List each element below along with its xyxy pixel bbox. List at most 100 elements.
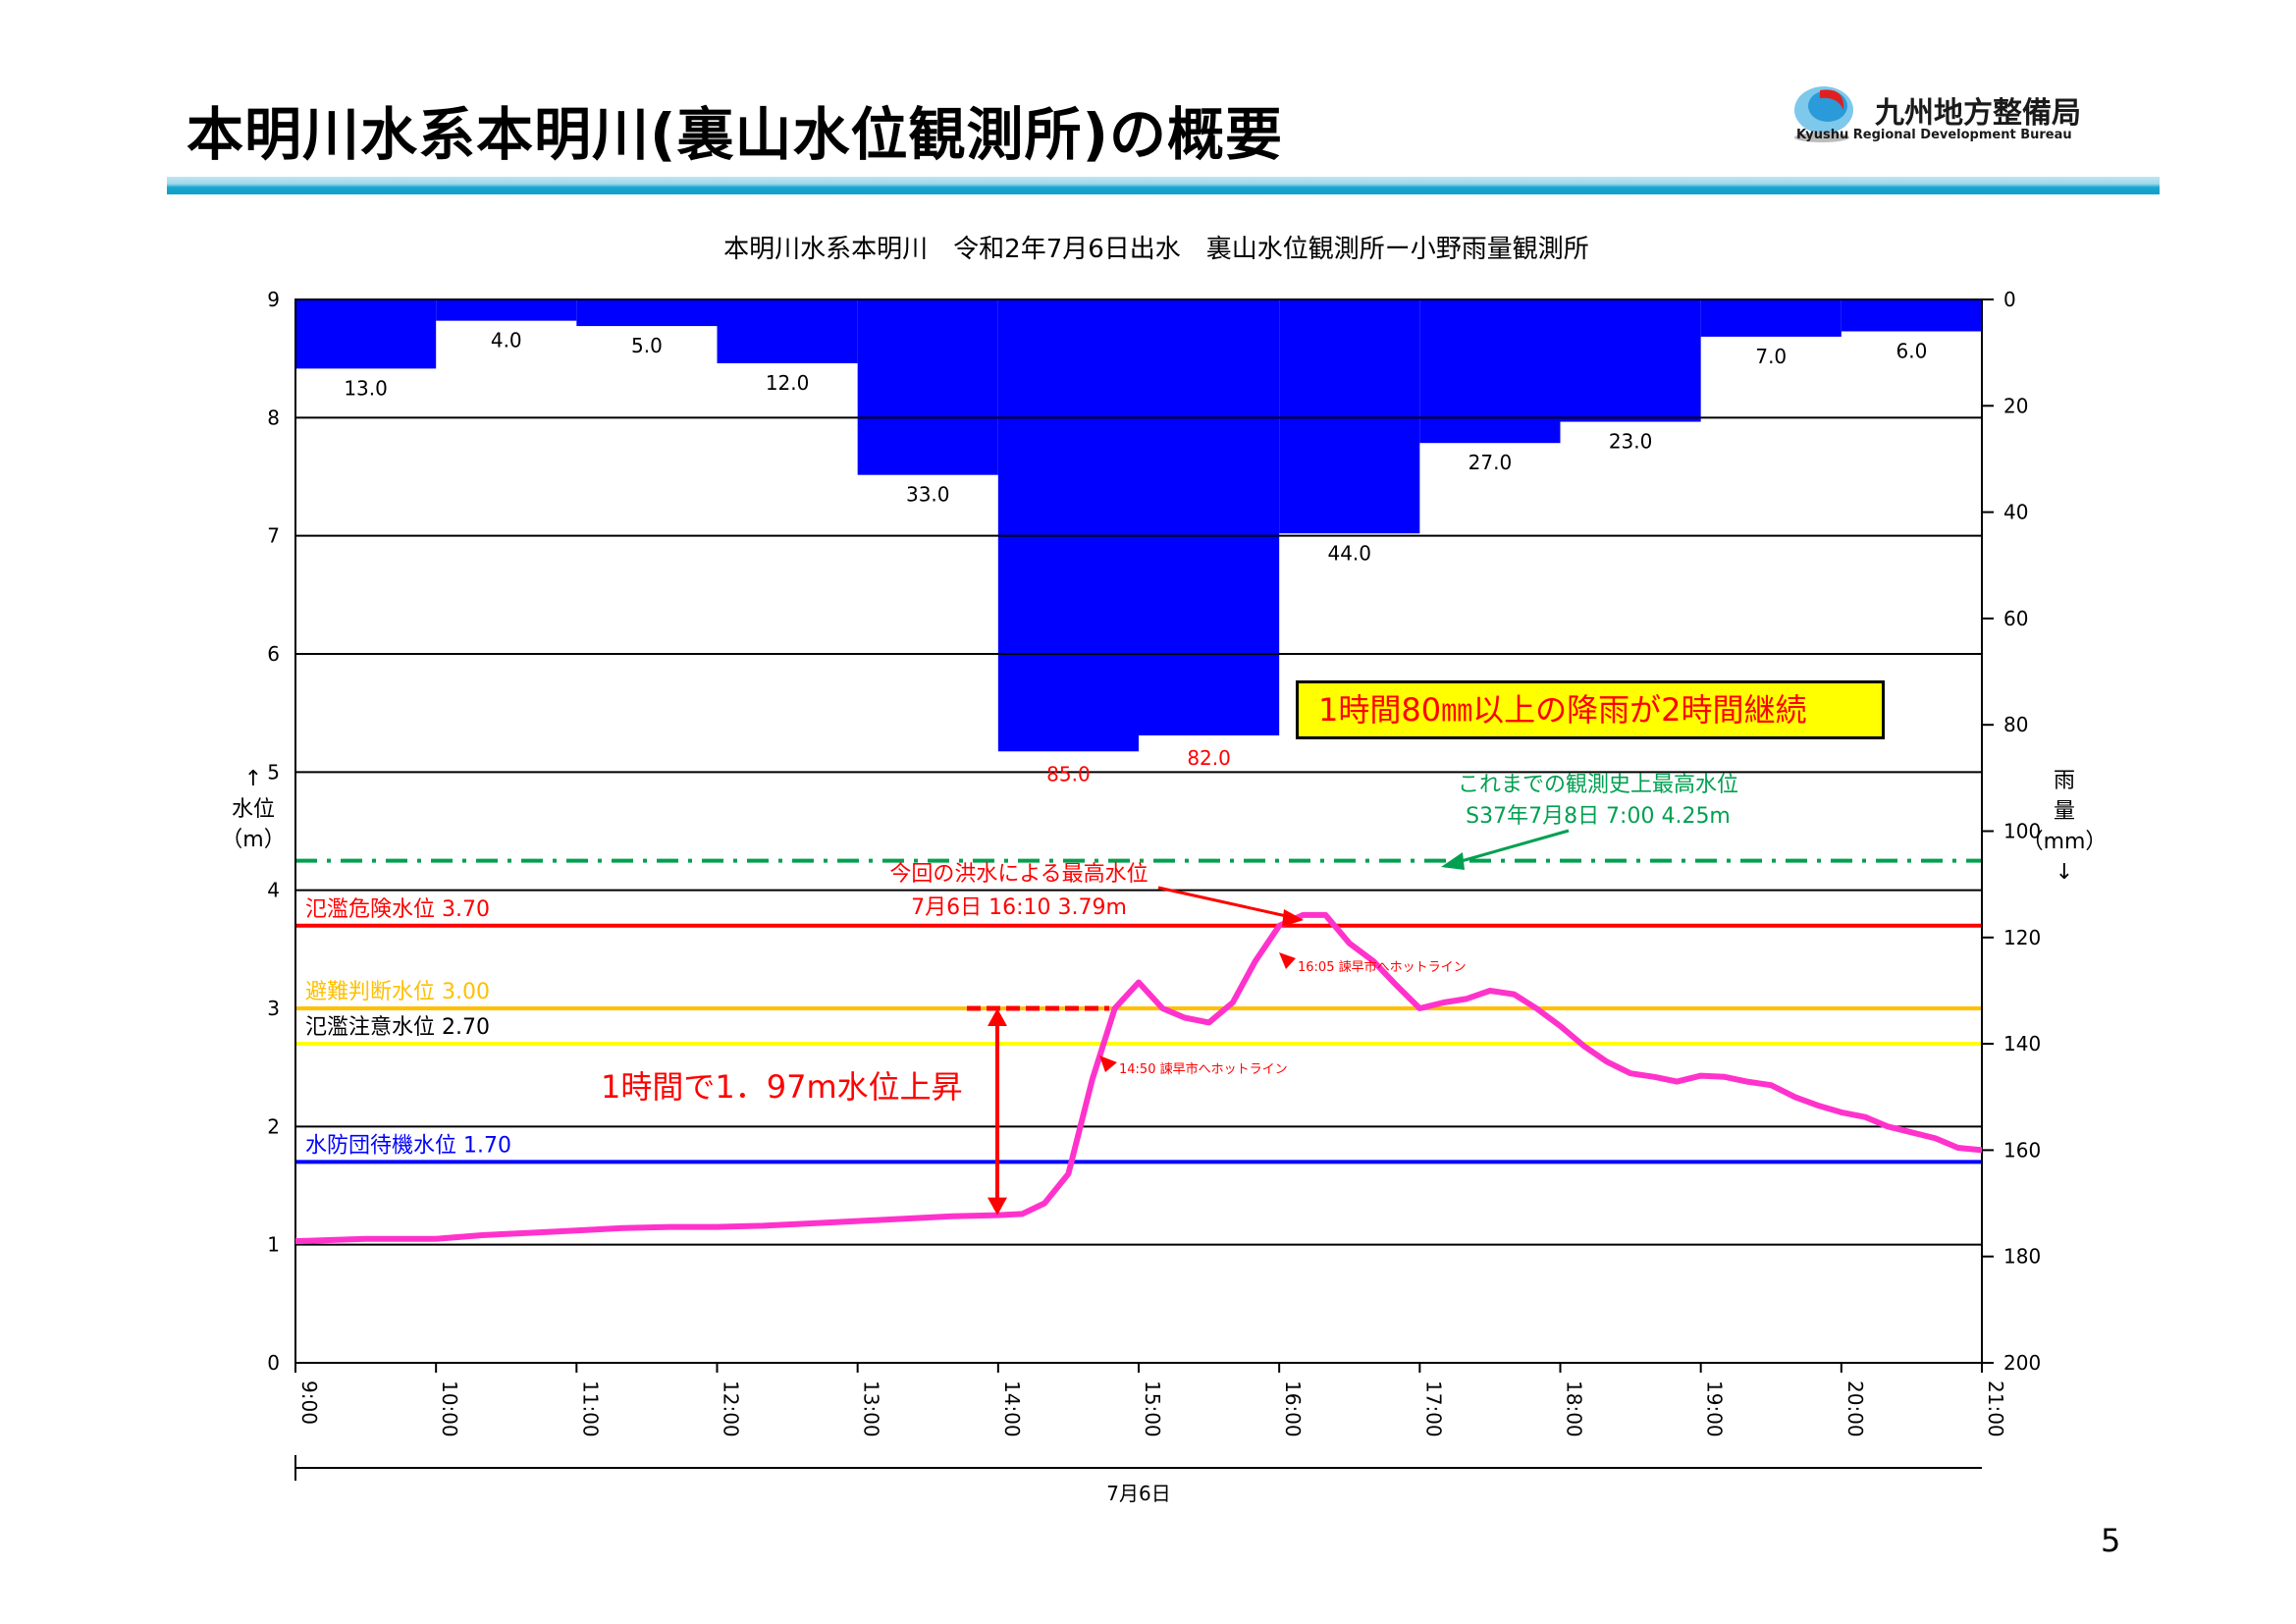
rain-value-label: 4.0 (491, 329, 522, 352)
y-right-axis-label: 雨 (2054, 769, 2075, 793)
rise-arrow-down-icon (988, 1197, 1007, 1216)
y-left-tick-label: 3 (267, 997, 280, 1020)
rain-bar (997, 299, 1139, 752)
y-right-tick-label: 80 (2003, 713, 2028, 736)
water-level-line (294, 911, 1983, 1245)
y-right-tick-label: 60 (2003, 607, 2028, 630)
x-tick-label: 20:00 (1843, 1380, 1867, 1437)
peak-arrow (1157, 886, 1292, 919)
record-arrow (1450, 829, 1570, 866)
y-left-tick-label: 1 (267, 1233, 280, 1257)
rain-bar (436, 299, 577, 321)
y-left-tick-label: 8 (267, 406, 280, 429)
y-left-tick-label: 4 (267, 879, 280, 902)
record-detail: S37年7月8日 7:00 4.25m (1466, 804, 1731, 829)
page-title: 本明川水系本明川(裏山水位観測所)の概要 (187, 101, 1284, 168)
reference-lines: 氾濫危険水位 3.70 避難判断水位 3.00 氾濫注意水位 2.70 水防団待機水位… (295, 858, 1982, 1164)
rain-bar (1700, 299, 1842, 337)
rainfall-bars (295, 299, 1982, 752)
caution-level-line-label: 氾濫注意水位 2.70 (305, 1015, 490, 1040)
rain-bar (295, 299, 437, 369)
x-axis-label: 7月6日 (1106, 1482, 1170, 1505)
y-right-axis-label: ↓ (2056, 860, 2073, 885)
annotations: これまでの観測史上最高水位 S37年7月8日 7:00 4.25m 今回の洪水による… (601, 773, 1738, 1216)
peak-arrowhead-icon (1282, 909, 1304, 927)
evacuation-level-line-label: 避難判断水位 3.00 (305, 980, 490, 1004)
y-right-tick-label: 140 (2003, 1032, 2041, 1056)
y-right-tick-label: 160 (2003, 1138, 2041, 1162)
water-level-series (294, 911, 1983, 1245)
danger-level-line-label: 氾濫危険水位 3.70 (305, 897, 490, 922)
y-right-tick-label: 100 (2003, 820, 2041, 843)
y-right-axis-label: （mm） (2022, 830, 2108, 854)
x-tick-label: 9:00 (297, 1380, 321, 1425)
rain-value-label: 33.0 (906, 483, 950, 507)
y-left-tick-label: 0 (267, 1351, 280, 1375)
x-tick-label: 15:00 (1141, 1380, 1164, 1437)
x-tick-label: 17:00 (1421, 1380, 1445, 1437)
y-right-tick-label: 40 (2003, 501, 2028, 524)
y-right-tick-label: 200 (2003, 1351, 2041, 1375)
x-tick-label: 13:00 (860, 1380, 883, 1437)
rain-bar (1279, 299, 1420, 534)
rain-bar (1419, 299, 1561, 444)
heavy-rain-callout: 1時間80㎜以上の降雨が2時間継続 (1296, 680, 1885, 739)
chart-axes: 0 1 2 3 4 5 6 7 8 9 0 20 40 60 80 100 120 140 160 180 200 9:0… (221, 288, 2107, 1505)
y-right-axis-label: 量 (2054, 799, 2075, 824)
rain-value-label: 27.0 (1468, 451, 1513, 474)
standby-level-line-label: 水防団待機水位 1.70 (305, 1133, 511, 1158)
rise-annotation: 1時間で1．97m水位上昇 (601, 1068, 963, 1106)
y-left-axis-label: 水位 (232, 797, 275, 822)
y-right-tick-label: 20 (2003, 394, 2028, 417)
y-left-axis-label: ↑ (244, 767, 262, 791)
rain-value-label: 5.0 (631, 334, 663, 357)
x-tick-label: 10:00 (438, 1380, 461, 1437)
rain-value-label: 44.0 (1327, 541, 1371, 565)
rain-value-label: 7.0 (1755, 345, 1787, 368)
page-number: 5 (2101, 1522, 2121, 1559)
hotline-notice-1: 14:50 諫早市へホットライン (1119, 1061, 1288, 1077)
x-tick-label: 18:00 (1563, 1380, 1586, 1437)
x-tick-label: 16:00 (1281, 1380, 1305, 1437)
rain-bar (1841, 299, 1982, 332)
rain-bar (1139, 299, 1280, 736)
record-arrowhead-icon (1441, 852, 1465, 870)
y-left-axis-label: （m） (221, 828, 285, 852)
bureau-name-english: Kyushu Regional Development Bureau (1796, 128, 2072, 142)
rain-bar (1560, 299, 1701, 422)
x-tick-label: 11:00 (578, 1380, 602, 1437)
bureau-name: 九州地方整備局 (1875, 96, 2081, 131)
y-right-tick-label: 180 (2003, 1245, 2041, 1269)
rain-value-label: 12.0 (766, 371, 810, 395)
rainfall-labels: 13.0 4.0 5.0 12.0 33.0 85.0 82.0 44.0 27.0 23.0 7.… (344, 329, 1927, 786)
rain-value-label: 85.0 (1046, 762, 1091, 785)
bureau-logo-icon (1794, 86, 1853, 142)
rise-arrow-up-icon (988, 1008, 1007, 1026)
record-title: これまでの観測史上最高水位 (1458, 773, 1738, 797)
rain-value-label: 13.0 (344, 376, 388, 400)
rain-value-label: 23.0 (1609, 430, 1653, 454)
rain-value-label: 6.0 (1896, 339, 1928, 362)
y-left-tick-label: 2 (267, 1114, 280, 1138)
hotline-notice-2: 16:05 諫早市へホットライン (1298, 959, 1467, 975)
peak-title: 今回の洪水による最高水位 (889, 862, 1148, 887)
y-left-tick-label: 7 (267, 524, 280, 548)
peak-detail: 7月6日 16:10 3.79m (911, 895, 1127, 920)
x-tick-label: 12:00 (720, 1380, 743, 1437)
x-tick-label: 14:00 (1000, 1380, 1024, 1437)
hotline-arrow-1-icon (1099, 1056, 1117, 1072)
x-tick-label: 21:00 (1984, 1380, 2007, 1437)
y-right-tick-label: 120 (2003, 926, 2041, 949)
y-left-tick-label: 6 (267, 642, 280, 666)
x-tick-label: 19:00 (1703, 1380, 1727, 1437)
y-left-tick-label: 9 (267, 288, 280, 311)
rain-bar (576, 299, 718, 327)
rain-bar (857, 299, 998, 475)
rain-bar (717, 299, 858, 363)
y-left-tick-label: 5 (267, 760, 280, 784)
chart-title: 本明川水系本明川 令和2年7月6日出水 裏山水位観測所ー小野雨量観測所 (723, 235, 1589, 264)
title-underline (167, 177, 2160, 194)
rain-value-label: 82.0 (1187, 746, 1231, 770)
y-right-tick-label: 0 (2003, 288, 2016, 311)
